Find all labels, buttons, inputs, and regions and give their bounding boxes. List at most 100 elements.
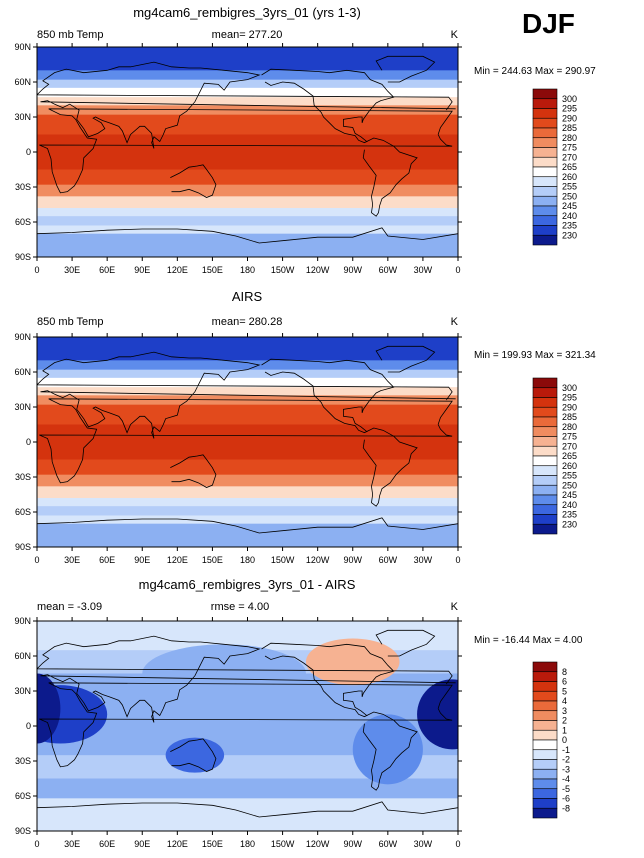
lat-label: 90N	[14, 616, 31, 626]
coastline	[375, 629, 436, 657]
colorbar-label: 260	[562, 461, 577, 471]
lat-label: 30S	[15, 182, 31, 192]
colorbar-swatch	[532, 455, 558, 467]
panel-title: mg4cam6_rembigres_3yrs_01 (yrs 1-3)	[133, 5, 361, 20]
colorbar-swatch	[532, 186, 558, 197]
colorbar-swatch	[532, 798, 558, 809]
lon-label: 0	[455, 555, 460, 565]
colorbar-label: 255	[562, 182, 577, 192]
coastline	[37, 351, 456, 439]
coastline	[37, 227, 458, 244]
lon-label: 0	[34, 839, 39, 849]
panel-minmax: Min = -16.44 Max = 4.00	[474, 635, 583, 646]
colorbar-label: 260	[562, 172, 577, 182]
colorbar-swatch	[532, 445, 558, 457]
lon-label: 120E	[167, 555, 188, 565]
field-band	[37, 114, 458, 135]
lat-label: 30N	[14, 686, 31, 696]
field-band	[37, 506, 458, 516]
lon-label: 120W	[306, 555, 330, 565]
colorbar-label: 295	[562, 104, 577, 114]
colorbar: 3002952902852802752702652602552502452402…	[532, 377, 577, 535]
colorbar-swatch	[532, 147, 558, 158]
colorbar-swatch	[532, 729, 558, 741]
field-band	[37, 70, 458, 81]
colorbar-swatch	[532, 778, 558, 790]
colorbar-label: -6	[562, 794, 570, 804]
colorbar-label: 250	[562, 480, 577, 490]
lat-label: 90N	[14, 42, 31, 52]
field-band	[37, 134, 458, 170]
colorbar-swatch	[532, 759, 558, 770]
colorbar-label: 240	[562, 500, 577, 510]
map-field	[37, 621, 458, 831]
coastline	[170, 164, 217, 198]
coastline	[39, 682, 453, 768]
lon-label: 120W	[306, 265, 330, 275]
panel-diff: mg4cam6_rembigres_3yrs_01 - AIRS mean = …	[14, 577, 583, 849]
colorbar-swatch	[532, 397, 558, 408]
colorbar-label: 265	[562, 162, 577, 172]
colorbar-swatch	[532, 176, 558, 187]
colorbar-swatch	[532, 807, 558, 819]
colorbar-label: 255	[562, 471, 577, 481]
coastline	[37, 517, 458, 534]
lon-label: 90E	[134, 555, 150, 565]
colorbar-label: 285	[562, 412, 577, 422]
colorbar-swatch	[532, 406, 558, 418]
colorbar-swatch	[532, 225, 558, 236]
colorbar-swatch	[532, 671, 558, 682]
lon-label: 30W	[414, 265, 433, 275]
field-band	[37, 216, 458, 226]
lat-label: 90S	[15, 542, 31, 552]
field-band	[37, 377, 458, 388]
colorbar-swatch	[532, 98, 558, 109]
coastline	[39, 398, 453, 484]
lat-label: 90S	[15, 252, 31, 262]
lat-label: 30N	[14, 402, 31, 412]
colorbar-swatch	[532, 710, 558, 721]
colorbar-label: 270	[562, 441, 577, 451]
panel-variable: 850 mb Temp	[37, 29, 103, 41]
colorbar-label: 280	[562, 422, 577, 432]
field-blob	[37, 673, 61, 744]
lon-label: 120E	[167, 265, 188, 275]
colorbar-label: 300	[562, 94, 577, 104]
lat-label: 60N	[14, 77, 31, 87]
lon-label: 60E	[99, 839, 115, 849]
colorbar-label: -2	[562, 755, 570, 765]
field-band	[37, 404, 458, 425]
colorbar-label: 275	[562, 432, 577, 442]
field-band	[37, 798, 458, 831]
colorbar-swatch	[532, 681, 558, 692]
coastline	[375, 345, 436, 373]
colorbar-label: -1	[562, 745, 570, 755]
colorbar-swatch	[532, 166, 558, 178]
lon-label: 0	[455, 265, 460, 275]
colorbar-swatch	[532, 514, 558, 525]
colorbar-label: 295	[562, 393, 577, 403]
lat-label: 90N	[14, 332, 31, 342]
colorbar-swatch	[532, 690, 558, 702]
lat-label: 0	[26, 721, 31, 731]
field-blob	[417, 679, 458, 750]
colorbar-label: 300	[562, 383, 577, 393]
colorbar-swatch	[532, 436, 558, 447]
lon-label: 60E	[99, 265, 115, 275]
coastline	[375, 55, 436, 83]
coastline	[261, 358, 395, 434]
colorbar-label: 230	[562, 519, 577, 529]
colorbar-swatch	[532, 768, 558, 780]
colorbar-label: -8	[562, 803, 570, 813]
colorbar-swatch	[532, 195, 558, 207]
colorbar-swatch	[532, 484, 558, 496]
field-band	[37, 225, 458, 235]
lon-label: 0	[455, 839, 460, 849]
coastline	[362, 711, 418, 791]
coastline	[37, 61, 456, 149]
colorbar-swatch	[532, 108, 558, 119]
